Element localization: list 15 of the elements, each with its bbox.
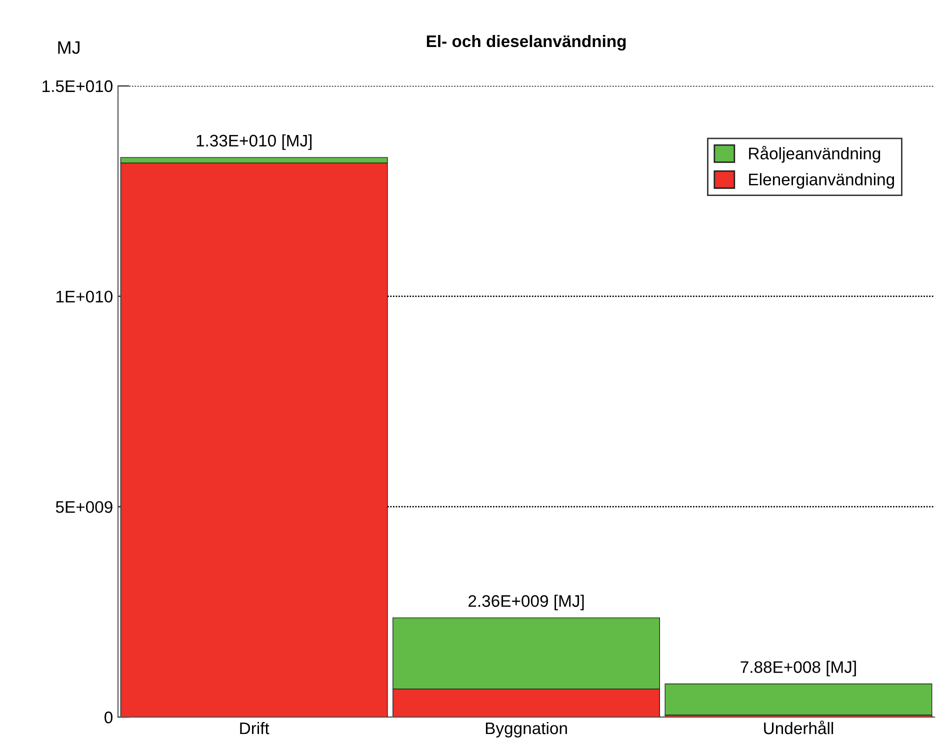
y-tick-label: 5E+009: [56, 501, 112, 513]
x-tick-label: Byggnation: [486, 722, 567, 738]
chart-title: El- och dieselanvändning: [426, 34, 626, 51]
total-label: 2.36E+009 [MJ]: [468, 594, 584, 610]
y-tick-label: 1E+010: [56, 290, 112, 303]
y-tick-label: 1.5E+010: [42, 80, 112, 92]
total-label: 7.88E+008 [MJ]: [740, 660, 856, 676]
x-tick-label: Drift: [240, 722, 270, 734]
x-tick-label: Underhåll: [764, 720, 834, 734]
y-axis-title: MJ: [58, 41, 80, 54]
legend-label: Elenergianvändning: [749, 173, 894, 189]
y-tick-label: 0: [104, 712, 112, 724]
bar: [664, 684, 932, 716]
legend-label: Råoljeanvändning: [749, 146, 880, 163]
total-label: 1.33E+010 [MJ]: [196, 134, 312, 150]
